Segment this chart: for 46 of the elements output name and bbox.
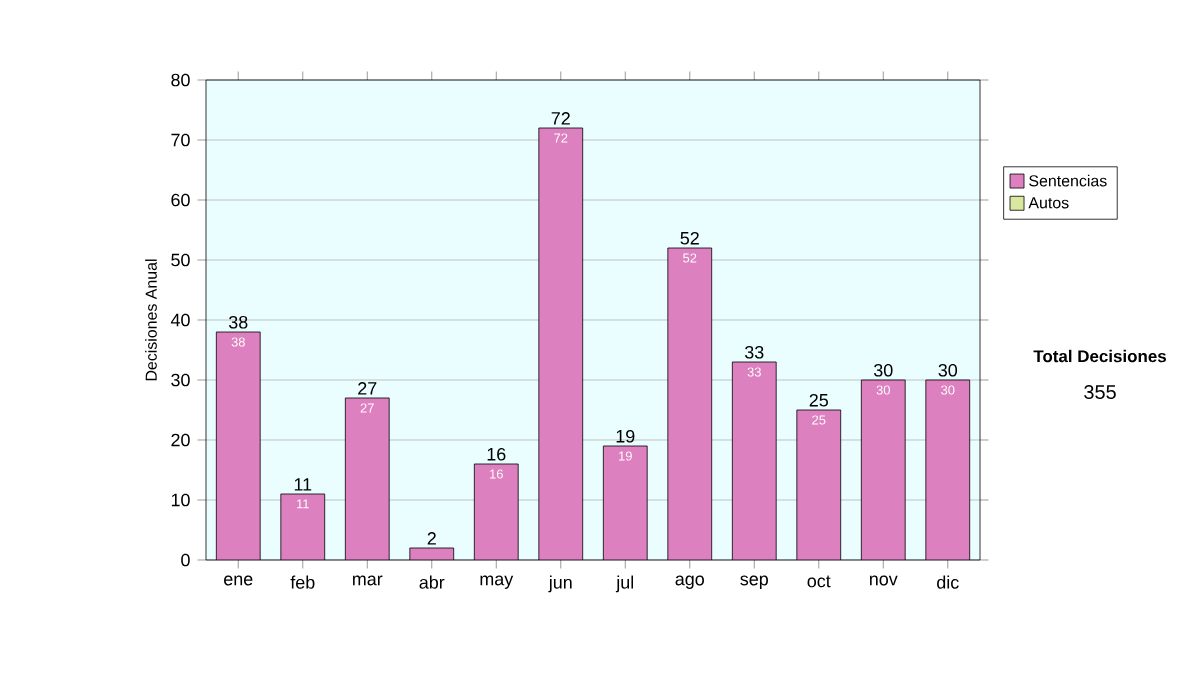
x-tick-label: feb — [290, 575, 315, 589]
x-tick-label: nov — [870, 575, 898, 586]
y-tick-label: 70 — [171, 133, 190, 147]
bar — [345, 398, 390, 560]
annotation: 27 — [358, 382, 377, 395]
bar — [603, 446, 648, 560]
bar — [925, 379, 971, 560]
x-tick-label: jul — [615, 575, 634, 593]
x-tick-label: dic — [937, 575, 959, 589]
y-tick-label: 40 — [170, 313, 190, 327]
annotation: 16 — [487, 447, 506, 461]
bar — [861, 380, 906, 560]
annotation: 30 — [873, 363, 893, 377]
x-tick-label: sep — [740, 575, 768, 589]
text: 355 — [1084, 384, 1116, 400]
text: Total Decisiones — [1033, 349, 1166, 363]
bar — [538, 128, 583, 560]
bar — [796, 410, 841, 560]
annotation: 11 — [294, 478, 312, 491]
bar — [732, 362, 777, 560]
x-tick-label: mar — [353, 575, 383, 586]
x-tick-label: ago — [675, 575, 704, 589]
y-tick-label: 0 — [181, 553, 190, 567]
x-tick-label: abr — [419, 575, 445, 589]
data-label: 2 — [427, 532, 436, 545]
annotation: 33 — [744, 345, 764, 359]
y-tick-label: 80 — [171, 73, 190, 87]
annotation: 30 — [938, 363, 958, 377]
x-tick-label: jun — [548, 575, 572, 593]
bar — [216, 332, 261, 560]
x-tick-label: ene — [224, 575, 253, 586]
y-tick-label: 50 — [171, 253, 190, 267]
y-tick-label: 30 — [171, 373, 190, 387]
annotation: 25 — [809, 393, 828, 407]
annotation: 52 — [680, 231, 699, 245]
annotation: 72 — [551, 112, 570, 125]
bar — [280, 494, 325, 560]
bar — [667, 248, 712, 560]
y-tick-label: 60 — [171, 193, 190, 207]
annotation: 38 — [228, 315, 248, 329]
y-tick-label: 20 — [171, 433, 190, 447]
annotation: 19 — [616, 429, 635, 443]
y-tick-label: 10 — [171, 493, 190, 507]
x-tick-label: may — [480, 575, 514, 589]
x-tick-label: oct — [807, 575, 831, 588]
bar — [474, 464, 519, 560]
